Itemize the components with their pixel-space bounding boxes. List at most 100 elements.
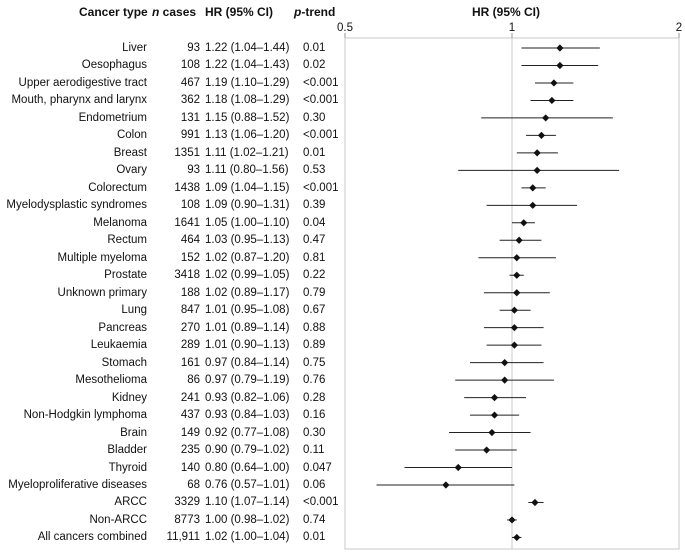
row-hr-ci: 0.97 (0.84–1.14) <box>205 356 290 369</box>
x-tick-label: 1 <box>509 22 515 34</box>
row-hr-ci: 1.10 (1.07–1.14) <box>205 496 290 509</box>
table-row: Breast 1351 1.11 (1.02–1.21) 0.01 <box>0 144 340 162</box>
row-hr-ci: 1.22 (1.04–1.43) <box>205 59 290 72</box>
row-p-trend: 0.28 <box>303 391 326 404</box>
table-row: Endometrium 131 1.15 (0.88–1.52) 0.30 <box>0 109 340 127</box>
header-p-rest: -trend <box>301 5 336 19</box>
row-p-trend: 0.30 <box>303 426 326 439</box>
row-p-trend: <0.001 <box>303 76 339 89</box>
row-p-trend: 0.89 <box>303 339 326 352</box>
row-cancer-type: Stomach <box>101 356 147 369</box>
row-cancer-type: Mesothelioma <box>75 374 147 387</box>
row-cancer-type: Unknown primary <box>57 286 147 299</box>
row-cancer-type: Kidney <box>111 391 147 404</box>
row-n-cases: 108 <box>180 199 200 212</box>
row-hr-ci: 0.97 (0.79–1.19) <box>205 374 290 387</box>
row-hr-ci: 1.03 (0.95–1.13) <box>205 234 290 247</box>
row-cancer-type: Rectum <box>107 234 147 247</box>
table-row: Unknown primary 188 1.02 (0.89–1.17) 0.79 <box>0 284 340 302</box>
row-n-cases: 241 <box>180 391 200 404</box>
row-hr-ci: 1.02 (0.89–1.17) <box>205 286 290 299</box>
hr-marker <box>513 271 521 279</box>
row-hr-ci: 0.93 (0.84–1.03) <box>205 409 290 422</box>
hr-marker <box>533 149 541 157</box>
header-cancer-type: Cancer type <box>79 5 148 19</box>
row-p-trend: 0.74 <box>303 513 326 526</box>
row-n-cases: 437 <box>180 409 200 422</box>
table-row: Brain 149 0.92 (0.77–1.08) 0.30 <box>0 424 340 442</box>
table-row: Colon 991 1.13 (1.06–1.20) <0.001 <box>0 126 340 144</box>
row-p-trend: 0.22 <box>303 269 326 282</box>
hr-marker <box>529 184 537 192</box>
hr-marker <box>520 219 528 227</box>
row-n-cases: 131 <box>180 111 200 124</box>
hr-marker <box>490 411 499 419</box>
hr-marker <box>513 533 521 542</box>
hr-marker <box>510 324 518 332</box>
hr-marker <box>548 96 556 105</box>
row-hr-ci: 0.80 (0.64–1.00) <box>205 461 290 474</box>
row-p-trend: 0.01 <box>303 531 326 544</box>
row-hr-ci: 1.22 (1.04–1.44) <box>205 42 290 54</box>
row-cancer-type: Non-Hodgkin lymphoma <box>23 409 147 422</box>
row-p-trend: 0.04 <box>303 216 326 229</box>
hr-marker <box>531 498 539 507</box>
row-hr-ci: 1.13 (1.06–1.20) <box>205 129 290 142</box>
row-cancer-type: Colorectum <box>88 181 147 194</box>
row-cancer-type: Prostate <box>104 269 147 282</box>
hr-marker <box>513 289 521 297</box>
row-n-cases: 235 <box>180 444 200 457</box>
row-hr-ci: 1.02 (0.87–1.20) <box>205 251 290 264</box>
row-n-cases: 108 <box>180 59 200 72</box>
row-cancer-type: Mouth, pharynx and larynx <box>11 94 147 107</box>
row-n-cases: 270 <box>180 321 200 334</box>
row-p-trend: <0.001 <box>303 94 339 107</box>
table-row: Mesothelioma 86 0.97 (0.79–1.19) 0.76 <box>0 371 340 389</box>
table-row: Ovary 93 1.11 (0.80–1.56) 0.53 <box>0 161 340 179</box>
hr-marker <box>442 481 450 489</box>
row-n-cases: 161 <box>180 356 200 369</box>
row-n-cases: 93 <box>187 164 200 177</box>
row-p-trend: 0.53 <box>303 164 326 177</box>
table-row: Pancreas 270 1.01 (0.89–1.14) 0.88 <box>0 319 340 337</box>
header-n-rest: cases <box>159 5 197 19</box>
header-n-italic: n <box>152 5 160 19</box>
row-n-cases: 188 <box>180 286 200 299</box>
row-cancer-type: Endometrium <box>78 111 147 124</box>
row-cancer-type: ARCC <box>114 496 147 509</box>
hr-marker <box>533 166 541 174</box>
row-hr-ci: 0.76 (0.57–1.01) <box>205 479 290 491</box>
row-p-trend: <0.001 <box>303 181 339 194</box>
row-p-trend: 0.67 <box>303 304 326 317</box>
row-cancer-type: Ovary <box>116 164 147 177</box>
table-row: Upper aerodigestive tract 467 1.19 (1.10–1… <box>0 74 340 92</box>
table-row: Myelodysplastic syndromes 108 1.09 (0.90–1… <box>0 196 340 214</box>
row-hr-ci: 1.18 (1.08–1.29) <box>205 94 290 107</box>
table-row: Melanoma 1641 1.05 (1.00–1.10) 0.04 <box>0 214 340 232</box>
table-row: Liver 93 1.22 (1.04–1.44) 0.01 <box>0 39 340 57</box>
row-cancer-type: Brain <box>120 426 147 439</box>
row-hr-ci: 1.19 (1.10–1.29) <box>205 76 290 89</box>
row-cancer-type: Myelodysplastic syndromes <box>6 199 147 212</box>
table-row: Non-ARCC 8773 1.00 (0.98–1.02) 0.74 <box>0 511 340 529</box>
table-row: Thyroid 140 0.80 (0.64–1.00) 0.047 <box>0 459 340 477</box>
row-cancer-type: Melanoma <box>93 216 147 229</box>
table-row: Kidney 241 0.93 (0.82–1.06) 0.28 <box>0 389 340 407</box>
row-n-cases: 8773 <box>174 513 200 526</box>
header-p-trend: p-trend <box>294 5 335 19</box>
table-rows: Liver 93 1.22 (1.04–1.44) 0.01 Oesophagus 108… <box>0 0 340 559</box>
row-hr-ci: 1.02 (0.99–1.05) <box>205 269 290 282</box>
hr-marker <box>537 131 546 139</box>
hr-marker <box>550 79 558 87</box>
row-hr-ci: 1.15 (0.88–1.52) <box>205 111 290 124</box>
hr-marker <box>454 463 462 472</box>
row-hr-ci: 1.01 (0.89–1.14) <box>205 321 290 334</box>
row-n-cases: 3418 <box>174 269 200 282</box>
row-n-cases: 467 <box>180 76 200 89</box>
plot-title: HR (95% CI) <box>472 5 541 19</box>
row-cancer-type: Pancreas <box>98 321 147 334</box>
row-hr-ci: 1.00 (0.98–1.02) <box>205 513 290 526</box>
table-row: ARCC 3329 1.10 (1.07–1.14) <0.001 <box>0 493 340 511</box>
row-hr-ci: 1.01 (0.95–1.08) <box>205 304 290 317</box>
row-n-cases: 68 <box>187 479 200 491</box>
